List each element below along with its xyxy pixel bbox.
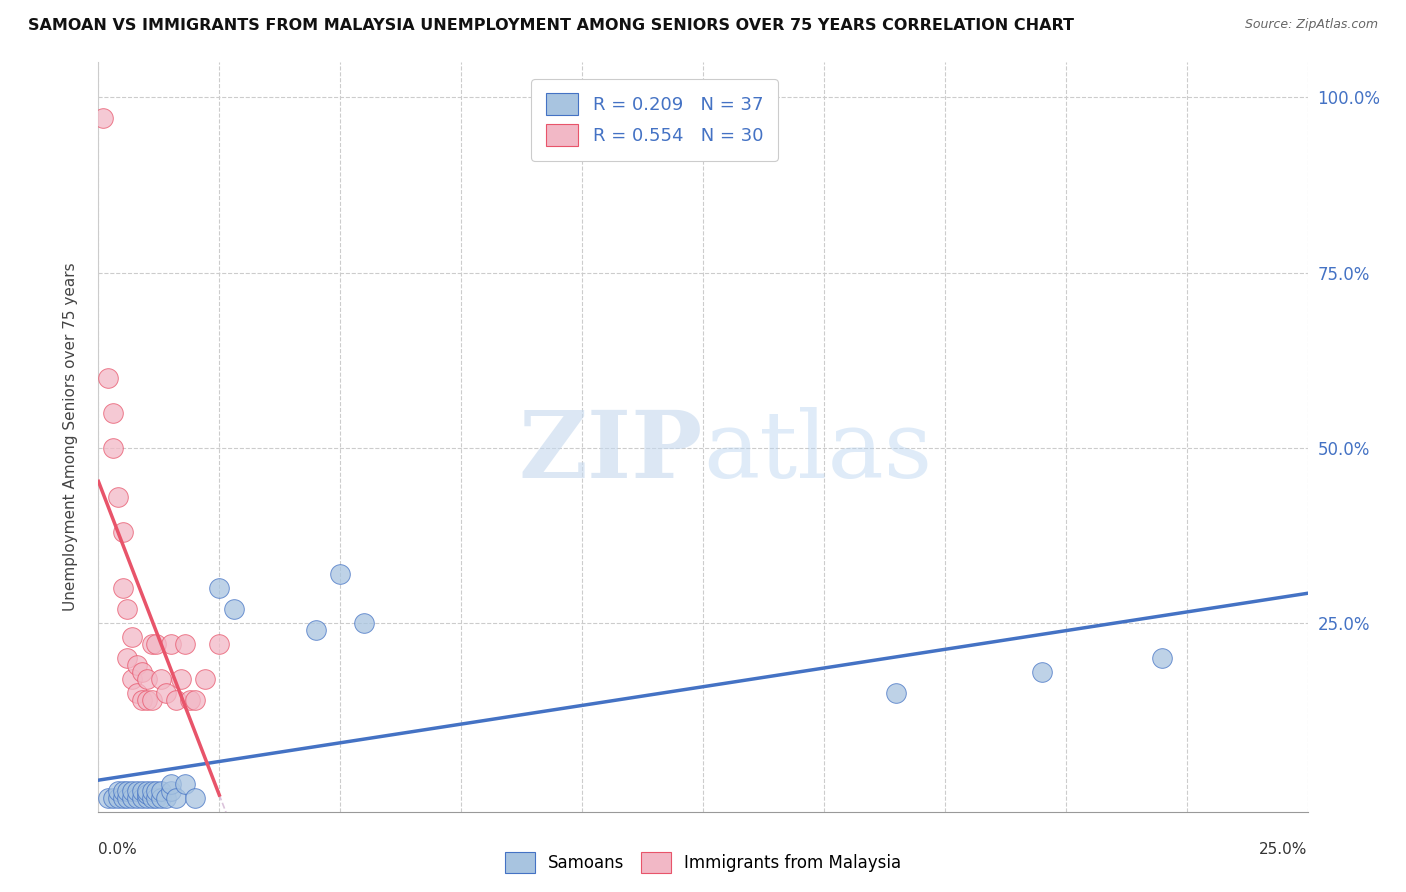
Point [121, 630, 143, 644]
Point [111, 581, 134, 595]
Point [127, 783, 149, 797]
Point [135, 672, 157, 686]
Point [121, 783, 143, 797]
Text: 0.0%: 0.0% [98, 842, 138, 856]
Point [141, 637, 163, 651]
Point [111, 524, 134, 539]
Point [127, 686, 149, 700]
Point [155, 686, 177, 700]
Point [111, 783, 134, 797]
Point [305, 623, 328, 637]
Legend: R = 0.209   N = 37, R = 0.554   N = 30: R = 0.209 N = 37, R = 0.554 N = 30 [531, 79, 778, 161]
Point [174, 637, 197, 651]
Point [145, 790, 167, 805]
Point [135, 787, 157, 801]
Point [101, 790, 124, 805]
Point [131, 790, 153, 805]
Point [184, 790, 207, 805]
Point [329, 566, 352, 581]
Point [208, 581, 231, 595]
Point [1031, 665, 1053, 679]
Point [107, 790, 129, 805]
Point [208, 637, 231, 651]
Point [150, 672, 173, 686]
Point [135, 790, 157, 805]
Text: ZIP: ZIP [519, 407, 703, 497]
Point [222, 601, 245, 615]
Point [160, 777, 183, 791]
Point [97, 790, 120, 805]
Point [111, 790, 134, 805]
Point [117, 790, 139, 805]
Point [1152, 650, 1174, 665]
Text: SAMOAN VS IMMIGRANTS FROM MALAYSIA UNEMPLOYMENT AMONG SENIORS OVER 75 YEARS CORR: SAMOAN VS IMMIGRANTS FROM MALAYSIA UNEMP… [28, 18, 1074, 33]
Legend: Samoans, Immigrants from Malaysia: Samoans, Immigrants from Malaysia [498, 846, 908, 880]
Point [150, 790, 173, 805]
Point [169, 672, 191, 686]
Point [117, 650, 139, 665]
Point [97, 370, 120, 384]
Point [184, 692, 207, 706]
Point [131, 783, 153, 797]
Point [117, 783, 139, 797]
Point [135, 692, 157, 706]
Point [131, 665, 153, 679]
Point [179, 692, 201, 706]
Point [127, 790, 149, 805]
Point [160, 783, 183, 797]
Text: 25.0%: 25.0% [1260, 842, 1308, 856]
Point [145, 783, 167, 797]
Point [117, 601, 139, 615]
Point [145, 637, 167, 651]
Point [165, 692, 187, 706]
Point [141, 790, 163, 805]
Point [107, 783, 129, 797]
Text: atlas: atlas [703, 407, 932, 497]
Point [91, 112, 114, 126]
Point [107, 490, 129, 504]
Point [886, 686, 908, 700]
Point [141, 783, 163, 797]
Text: Source: ZipAtlas.com: Source: ZipAtlas.com [1244, 18, 1378, 31]
Point [101, 406, 124, 420]
Point [131, 692, 153, 706]
Point [174, 777, 197, 791]
Point [155, 790, 177, 805]
Point [135, 783, 157, 797]
Point [150, 783, 173, 797]
Point [121, 790, 143, 805]
Point [160, 637, 183, 651]
Point [101, 441, 124, 455]
Point [165, 790, 187, 805]
Point [121, 672, 143, 686]
Y-axis label: Unemployment Among Seniors over 75 years: Unemployment Among Seniors over 75 years [63, 263, 77, 611]
Point [353, 615, 375, 630]
Point [141, 692, 163, 706]
Point [194, 672, 217, 686]
Point [127, 657, 149, 672]
